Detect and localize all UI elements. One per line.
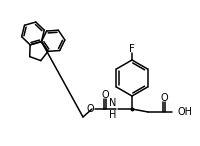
Text: N: N [109, 98, 116, 108]
Text: O: O [160, 93, 168, 103]
Text: H: H [109, 110, 116, 120]
Text: O: O [101, 90, 109, 100]
Text: O: O [86, 104, 94, 114]
Text: F: F [129, 44, 135, 54]
Text: OH: OH [178, 107, 193, 117]
